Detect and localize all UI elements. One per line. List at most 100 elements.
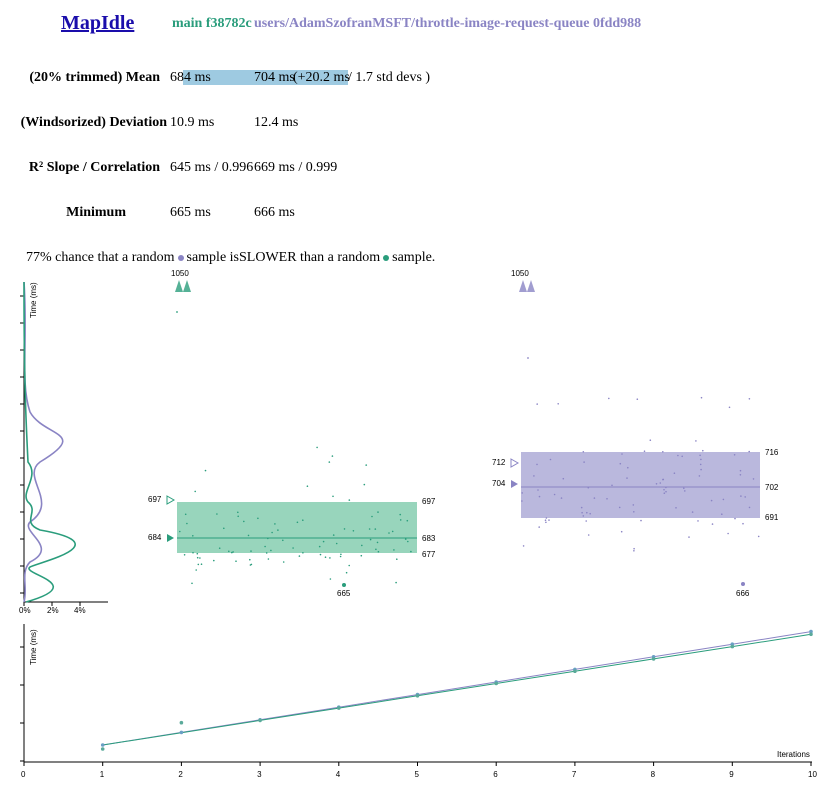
sample-point bbox=[626, 477, 628, 479]
sample-point bbox=[581, 511, 583, 514]
sample-point bbox=[348, 499, 351, 501]
sample-point bbox=[277, 529, 279, 531]
iterations-x-tick-label: 7 bbox=[572, 770, 577, 779]
sample-point bbox=[395, 581, 397, 584]
minimum-label: Minimum bbox=[66, 205, 126, 220]
sample-point bbox=[606, 498, 608, 500]
sample-point bbox=[560, 497, 563, 499]
mean-delta-value: (+20.2 ms bbox=[293, 70, 350, 85]
sample-point bbox=[627, 466, 629, 469]
sample-point bbox=[663, 488, 665, 491]
mean-delta-bar bbox=[183, 70, 348, 85]
sample-point bbox=[199, 557, 201, 559]
sample-point bbox=[365, 464, 368, 466]
iterations-xlabel: Iterations bbox=[777, 750, 810, 759]
sample-point bbox=[399, 513, 402, 516]
sample-point bbox=[361, 544, 363, 547]
benchmark-title[interactable]: MapIdle bbox=[61, 12, 135, 34]
sample-point bbox=[375, 548, 377, 551]
sample-point bbox=[533, 475, 535, 477]
sample-point bbox=[213, 559, 215, 562]
sample-point bbox=[659, 482, 662, 484]
sample-point bbox=[329, 557, 331, 559]
compare-ref-label: users/AdamSzofranMSFT/throttle-image-req… bbox=[254, 16, 642, 31]
compare-outlier-label: 1050 bbox=[511, 269, 529, 278]
probability-suffix: sample. bbox=[392, 250, 436, 265]
sample-point bbox=[352, 530, 355, 532]
sample-point bbox=[332, 534, 335, 536]
base-iteration-point bbox=[258, 718, 262, 723]
sample-point bbox=[662, 451, 664, 453]
base-ref-label: main f38782c bbox=[172, 16, 252, 31]
sample-point bbox=[643, 450, 646, 452]
base-iteration-point bbox=[415, 694, 420, 698]
sample-point bbox=[585, 520, 587, 522]
minimum-compare-value: 666 ms bbox=[254, 205, 295, 220]
sample-point bbox=[553, 493, 556, 496]
upper-marker-icon bbox=[166, 495, 176, 505]
sample-point bbox=[699, 463, 702, 466]
sample-point bbox=[649, 439, 652, 441]
sample-point bbox=[391, 530, 394, 533]
sample-point bbox=[184, 513, 187, 516]
compare-min-label: 666 bbox=[736, 589, 750, 598]
outlier-point bbox=[176, 311, 178, 313]
base-iteration-point bbox=[494, 681, 499, 686]
base-right-mean-label: 683 bbox=[422, 534, 436, 543]
base-iteration-point bbox=[730, 644, 735, 649]
sample-point bbox=[232, 551, 234, 553]
sample-point bbox=[324, 556, 327, 558]
sample-point bbox=[196, 556, 199, 559]
sample-point bbox=[237, 511, 239, 514]
outlier-marker-icon bbox=[519, 280, 535, 292]
sample-point bbox=[306, 485, 309, 487]
sample-point bbox=[538, 495, 541, 498]
sample-point bbox=[223, 527, 225, 530]
upper-marker-icon bbox=[510, 458, 520, 468]
sample-point bbox=[196, 552, 199, 555]
sample-point bbox=[548, 519, 550, 521]
sample-point bbox=[267, 537, 269, 540]
base-min-label: 665 bbox=[337, 589, 351, 598]
sample-point bbox=[583, 461, 585, 463]
sample-point bbox=[744, 496, 746, 498]
sample-point bbox=[549, 458, 552, 461]
sample-point bbox=[636, 398, 639, 400]
sample-point bbox=[249, 558, 251, 561]
sample-point bbox=[536, 463, 538, 466]
min-point bbox=[741, 582, 745, 586]
sample-point bbox=[191, 582, 193, 585]
sample-point bbox=[399, 519, 402, 521]
sample-point bbox=[179, 530, 181, 533]
mean-marker-icon bbox=[511, 480, 518, 488]
sample-point bbox=[545, 521, 547, 524]
deviation-label: (Windsorized) Deviation bbox=[20, 115, 167, 130]
sample-point bbox=[376, 541, 379, 544]
base-right-lower-label: 677 bbox=[422, 550, 436, 559]
sample-point bbox=[331, 455, 334, 457]
sample-point bbox=[388, 532, 390, 534]
sample-point bbox=[377, 550, 380, 553]
sample-point bbox=[228, 550, 230, 553]
sample-point bbox=[733, 454, 736, 456]
density-chart: Time (ms) 0% 2% 4% bbox=[19, 281, 108, 615]
sample-point bbox=[282, 561, 285, 563]
sample-point bbox=[368, 528, 371, 530]
sample-point bbox=[632, 504, 635, 506]
sample-point bbox=[695, 440, 697, 442]
sample-point bbox=[250, 550, 252, 552]
sample-point bbox=[697, 520, 699, 522]
sample-point bbox=[332, 495, 334, 498]
sample-point bbox=[374, 528, 377, 530]
minimum-base-value: 665 ms bbox=[170, 205, 211, 220]
sample-point bbox=[562, 477, 565, 480]
sample-point bbox=[265, 552, 268, 554]
sample-point bbox=[721, 513, 723, 515]
box-rect bbox=[521, 452, 760, 518]
sample-point bbox=[587, 486, 590, 489]
sample-point bbox=[662, 478, 664, 481]
sample-point bbox=[406, 519, 409, 522]
sample-point bbox=[618, 506, 621, 509]
sample-point bbox=[316, 446, 318, 449]
density-tick-2: 2% bbox=[47, 606, 59, 615]
